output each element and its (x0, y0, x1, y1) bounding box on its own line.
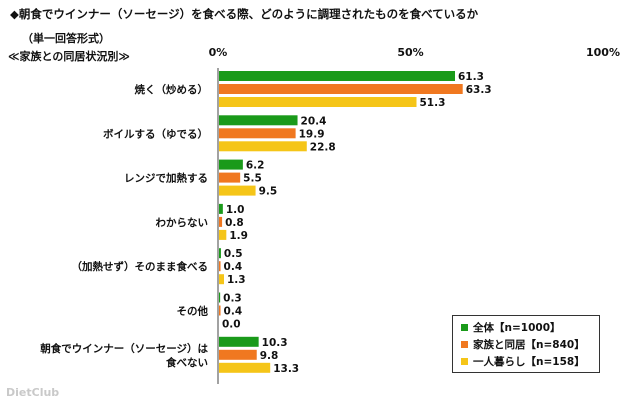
bar (219, 336, 259, 347)
data-label: 22.8 (310, 141, 336, 153)
chart-subtitle-group: ≪家族との同居状況別≫ (8, 50, 130, 63)
bar (219, 185, 256, 196)
legend-label-alone: 一人暮らし【n=158】 (473, 356, 585, 368)
category-label: レンジで加熱する (124, 172, 208, 185)
data-label: 0.4 (224, 261, 243, 273)
legend-label-family: 家族と同居【n=840】 (473, 339, 585, 351)
legend-swatch-family (461, 341, 468, 348)
legend-swatch-total (461, 324, 468, 331)
bar (219, 128, 296, 139)
data-label: 10.3 (262, 337, 288, 349)
x-tick-label: 100% (586, 46, 620, 59)
data-label: 1.0 (226, 204, 245, 216)
watermark-logo: DietClub (6, 386, 60, 399)
data-label: 9.8 (260, 350, 279, 362)
data-label: 51.3 (420, 97, 446, 109)
data-label: 13.3 (273, 363, 299, 375)
category-label: ボイルする（ゆでる） (103, 127, 208, 140)
data-label: 0.0 (222, 319, 241, 331)
bar (219, 203, 223, 214)
legend-swatch-alone (461, 358, 468, 365)
data-label: 0.3 (223, 293, 242, 305)
bar (219, 305, 221, 316)
bar (219, 349, 257, 360)
data-label: 0.4 (224, 306, 243, 318)
bar (219, 141, 307, 152)
category-label: わからない (156, 217, 209, 229)
bar (219, 274, 225, 285)
legend-label-total: 全体【n=1000】 (473, 322, 561, 334)
bar (219, 97, 417, 107)
data-label: 0.5 (224, 248, 243, 260)
bar (219, 172, 241, 183)
bar (219, 115, 298, 126)
category-label: 朝食でウインナー（ソーセージ）は (40, 342, 208, 355)
category-label: 食べない (165, 356, 208, 369)
bar (219, 261, 221, 272)
data-label: 0.8 (225, 217, 244, 229)
bar (219, 292, 221, 303)
data-label: 5.5 (243, 173, 262, 185)
data-label: 19.9 (299, 128, 325, 140)
chart-title: ◆朝食でウインナー（ソーセージ）を食べる際、どのように調理されたものを食べている… (10, 7, 479, 21)
category-label: （加熱せず）そのまま食べる (72, 260, 209, 273)
bar (219, 159, 243, 170)
bar (219, 71, 456, 81)
x-tick-label: 0% (209, 46, 228, 59)
chart-subtitle-format: （単一回答形式） (22, 32, 110, 45)
legend-item-alone: 一人暮らし【n=158】 (461, 353, 591, 370)
data-label: 6.2 (246, 160, 265, 172)
data-label: 1.9 (229, 230, 248, 242)
bar (219, 84, 463, 94)
bar (219, 229, 227, 240)
legend-item-total: 全体【n=1000】 (461, 319, 591, 336)
x-tick-label: 50% (397, 46, 423, 59)
data-label: 20.4 (301, 115, 327, 127)
data-label: 1.3 (227, 274, 246, 286)
category-label: 焼く（炒める） (135, 83, 209, 96)
data-label: 9.5 (259, 186, 278, 198)
bar (219, 216, 223, 227)
bar (219, 248, 221, 259)
data-label: 61.3 (458, 71, 484, 83)
chart-legend: 全体【n=1000】 家族と同居【n=840】 一人暮らし【n=158】 (452, 315, 600, 373)
category-label: その他 (177, 305, 209, 318)
legend-item-family: 家族と同居【n=840】 (461, 336, 591, 353)
bar (219, 362, 271, 373)
data-label: 63.3 (466, 84, 492, 96)
